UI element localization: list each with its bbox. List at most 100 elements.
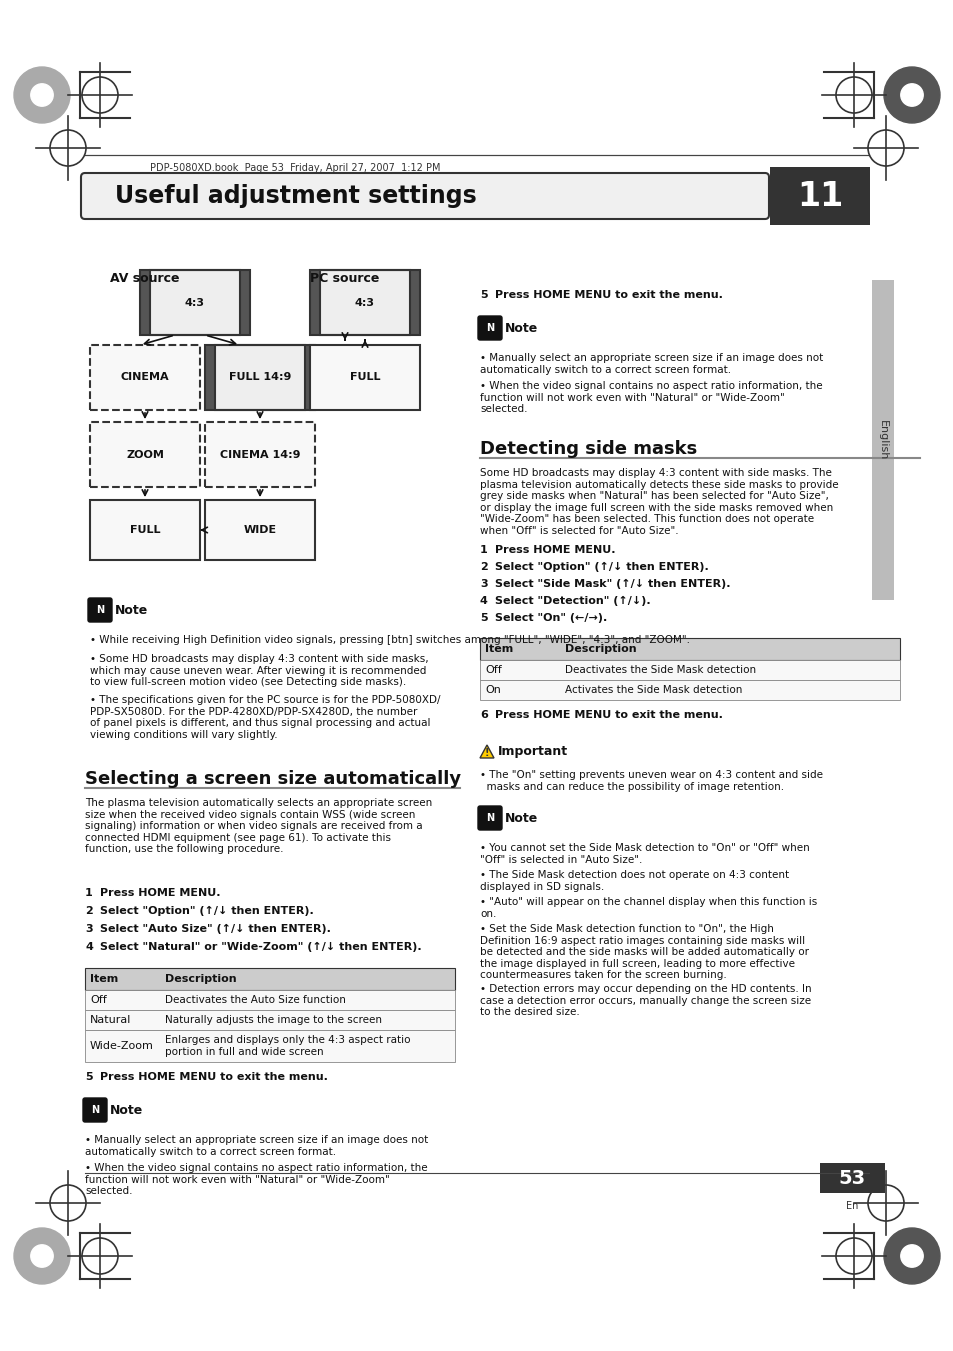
Text: 4:3: 4:3 [185,297,205,308]
Text: 4: 4 [479,596,487,607]
Bar [85,969,455,990]
Bar [205,422,314,486]
Text: Deactivates the Side Mask detection: Deactivates the Side Mask detection [564,665,756,676]
Text: Off: Off [90,994,107,1005]
Text: • When the video signal contains no aspect ratio information, the
function will : • When the video signal contains no aspe… [85,1163,427,1196]
Text: Note: Note [115,604,148,616]
Text: • Set the Side Mask detection function to "On", the High
Definition 16:9 aspect : • Set the Side Mask detection function t… [479,924,808,981]
Bar [90,422,200,486]
Text: Select "On" (←/→).: Select "On" (←/→). [495,613,607,623]
Bar [310,270,419,335]
Text: 4:3: 4:3 [355,297,375,308]
Text: 53: 53 [838,1169,864,1188]
Bar [310,345,419,409]
Text: FULL: FULL [130,526,160,535]
Text: Wide-Zoom: Wide-Zoom [90,1042,153,1051]
Text: Important: Important [497,744,568,758]
Circle shape [883,68,939,123]
Text: PDP-5080XD.book  Page 53  Friday, April 27, 2007  1:12 PM: PDP-5080XD.book Page 53 Friday, April 27… [150,163,440,173]
Text: The plasma television automatically selects an appropriate screen
size when the : The plasma television automatically sele… [85,798,432,854]
Text: Some HD broadcasts may display 4:3 content with side masks. The
plasma televisio: Some HD broadcasts may display 4:3 conte… [479,467,838,536]
Text: Deactivates the Auto Size function: Deactivates the Auto Size function [165,994,346,1005]
Text: 6: 6 [479,711,487,720]
Text: CINEMA: CINEMA [121,373,169,382]
Text: FULL 14:9: FULL 14:9 [229,373,291,382]
Text: • Manually select an appropriate screen size if an image does not
automatically : • Manually select an appropriate screen … [85,1135,428,1156]
Text: N: N [91,1105,99,1115]
Text: Press HOME MENU to exit the menu.: Press HOME MENU to exit the menu. [495,711,722,720]
Bar [319,270,410,335]
Text: On: On [484,685,500,694]
Text: Activates the Side Mask detection: Activates the Side Mask detection [564,685,741,694]
Text: 2: 2 [85,907,92,916]
Text: • The Side Mask detection does not operate on 4:3 content
displayed in SD signal: • The Side Mask detection does not opera… [479,870,788,892]
Text: AV source: AV source [110,272,179,285]
Bar [240,270,250,335]
Text: Natural: Natural [90,1015,132,1025]
Text: Useful adjustment settings: Useful adjustment settings [115,184,476,208]
Circle shape [14,1228,70,1283]
Text: 1: 1 [479,544,487,555]
Text: FULL: FULL [350,373,380,382]
Text: 11: 11 [796,180,842,212]
Bar [310,270,319,335]
Text: CINEMA 14:9: CINEMA 14:9 [219,450,300,459]
Text: Enlarges and displays only the 4:3 aspect ratio
portion in full and wide screen: Enlarges and displays only the 4:3 aspec… [165,1035,410,1056]
Circle shape [30,1244,53,1267]
Text: Press HOME MENU to exit the menu.: Press HOME MENU to exit the menu. [495,290,722,300]
Text: • While receiving High Definition video signals, pressing [btn] switches among ": • While receiving High Definition video … [90,635,689,644]
Text: • Detection errors may occur depending on the HD contents. In
case a detection e: • Detection errors may occur depending o… [479,984,811,1017]
Text: 5: 5 [479,290,487,300]
Bar [479,638,899,661]
Text: ZOOM: ZOOM [126,450,164,459]
Text: WIDE: WIDE [243,526,276,535]
Circle shape [14,68,70,123]
Text: 4: 4 [85,942,92,952]
Text: En: En [845,1201,858,1210]
Bar [479,661,899,680]
FancyBboxPatch shape [88,598,112,621]
Text: 1: 1 [85,888,92,898]
Bar [205,345,314,409]
Text: • Some HD broadcasts may display 4:3 content with side masks,
which may cause un: • Some HD broadcasts may display 4:3 con… [90,654,428,688]
Text: N: N [485,813,494,823]
Text: Naturally adjusts the image to the screen: Naturally adjusts the image to the scree… [165,1015,381,1025]
Text: 3: 3 [85,924,92,934]
Bar [90,500,200,561]
Bar [305,345,314,409]
Polygon shape [479,744,494,758]
Bar [140,270,250,335]
Text: Press HOME MENU.: Press HOME MENU. [495,544,615,555]
Circle shape [30,84,53,107]
Bar [769,168,869,226]
Text: Description: Description [564,644,636,654]
Text: Select "Option" (↑/↓ then ENTER).: Select "Option" (↑/↓ then ENTER). [495,562,708,571]
Text: Selecting a screen size automatically: Selecting a screen size automatically [85,770,460,788]
Text: 5: 5 [479,613,487,623]
Text: 5: 5 [85,1071,92,1082]
Circle shape [883,1228,939,1283]
Text: • The "On" setting prevents uneven wear on 4:3 content and side
  masks and can : • The "On" setting prevents uneven wear … [479,770,822,792]
Text: N: N [96,605,104,615]
Text: PC source: PC source [310,272,379,285]
Circle shape [900,84,923,107]
Bar [820,1163,884,1193]
Bar [85,1029,455,1062]
Bar [85,1011,455,1029]
Bar [90,345,200,409]
Text: Press HOME MENU to exit the menu.: Press HOME MENU to exit the menu. [100,1071,328,1082]
FancyBboxPatch shape [81,173,768,219]
Text: Select "Option" (↑/↓ then ENTER).: Select "Option" (↑/↓ then ENTER). [100,907,314,916]
Text: • Manually select an appropriate screen size if an image does not
automatically : • Manually select an appropriate screen … [479,353,822,374]
Text: 3: 3 [479,580,487,589]
Text: Note: Note [504,812,537,824]
Circle shape [900,1244,923,1267]
Text: N: N [485,323,494,332]
Bar [85,990,455,1011]
Text: Select "Side Mask" (↑/↓ then ENTER).: Select "Side Mask" (↑/↓ then ENTER). [495,580,730,589]
FancyBboxPatch shape [477,807,501,830]
Text: Select "Auto Size" (↑/↓ then ENTER).: Select "Auto Size" (↑/↓ then ENTER). [100,924,331,934]
FancyBboxPatch shape [83,1098,107,1121]
Text: Select "Natural" or "Wide-Zoom" (↑/↓ then ENTER).: Select "Natural" or "Wide-Zoom" (↑/↓ the… [100,942,421,952]
Bar [479,680,899,700]
